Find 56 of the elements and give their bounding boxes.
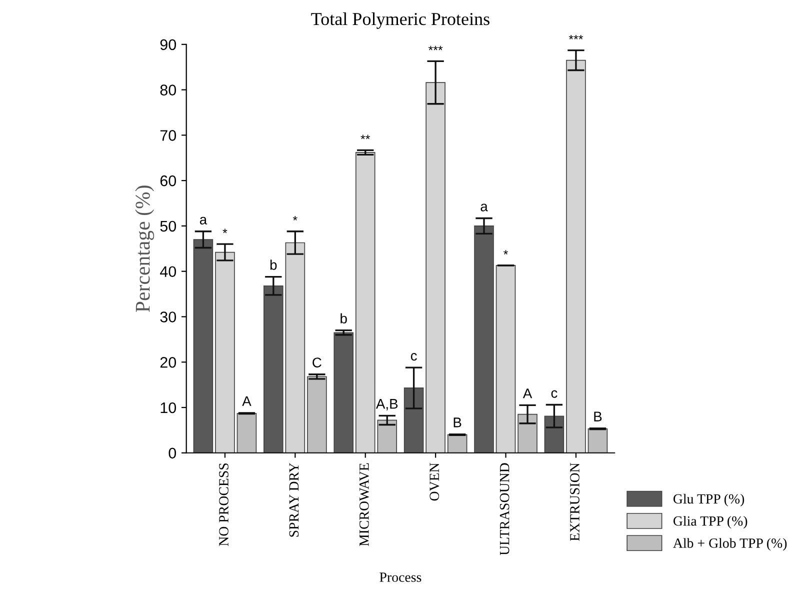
chart-title: Total Polymeric Proteins — [311, 12, 490, 29]
x-tick-label: EXTRUSION — [570, 462, 580, 541]
y-tick-label: 40 — [160, 266, 176, 278]
annotation: B — [594, 412, 602, 422]
bar — [518, 414, 538, 453]
annotation: *** — [428, 46, 443, 50]
bar — [236, 412, 257, 453]
annotation: A,B — [376, 399, 398, 410]
bar — [544, 416, 564, 453]
y-tick-label: 30 — [160, 312, 176, 322]
x-tick-label: MICROWAVE — [360, 463, 369, 546]
y-tick-label: 80 — [160, 84, 176, 96]
annotation: * — [222, 228, 228, 234]
y-tick-label: 70 — [160, 130, 176, 141]
x-axis-title: Process — [380, 572, 422, 582]
y-tick-label: 50 — [160, 220, 176, 232]
legend-label: Glia TPP (%) — [673, 516, 748, 529]
y-tick-label: 60 — [160, 175, 176, 186]
x-tick-label: SPRAY DRY — [289, 462, 299, 537]
annotation: * — [504, 250, 508, 254]
annotation: b — [340, 313, 347, 324]
bar — [474, 226, 494, 453]
bar — [404, 388, 424, 453]
annotation: * — [292, 216, 298, 220]
annotation: c — [410, 353, 417, 361]
annotation: ** — [360, 134, 370, 140]
bar — [496, 265, 516, 453]
bar — [193, 239, 214, 453]
annotation: a — [200, 216, 208, 224]
y-tick-label: 90 — [160, 39, 176, 50]
bar — [264, 285, 284, 453]
x-tick-label: ULTRASOUND — [500, 463, 510, 556]
annotation: a — [480, 204, 488, 212]
bar — [307, 376, 327, 453]
bar — [566, 60, 586, 453]
bar — [447, 434, 468, 453]
annotation: A — [522, 388, 532, 398]
annotation: b — [270, 260, 277, 270]
annotation: B — [454, 418, 462, 428]
bar — [334, 332, 354, 453]
bar — [426, 82, 446, 453]
annotation: c — [551, 390, 558, 398]
text: *** — [568, 34, 584, 40]
annotation: A — [242, 396, 252, 406]
bar — [588, 428, 608, 453]
y-axis-title: Percentage (%) — [135, 186, 154, 312]
bar — [285, 242, 306, 453]
y-tick-label: 0 — [168, 448, 176, 459]
legend-label: Glu TPP (%) — [673, 494, 744, 506]
y-tick-label: 20 — [160, 356, 176, 368]
y-tick-label: 10 — [160, 402, 176, 414]
x-tick-label: OVEN — [430, 462, 440, 501]
x-tick-label: NO PROCESS — [219, 463, 228, 546]
annotation: C — [312, 358, 322, 368]
legend-label: Alb + Glob TPP (%) — [673, 538, 787, 551]
bar — [215, 252, 235, 453]
